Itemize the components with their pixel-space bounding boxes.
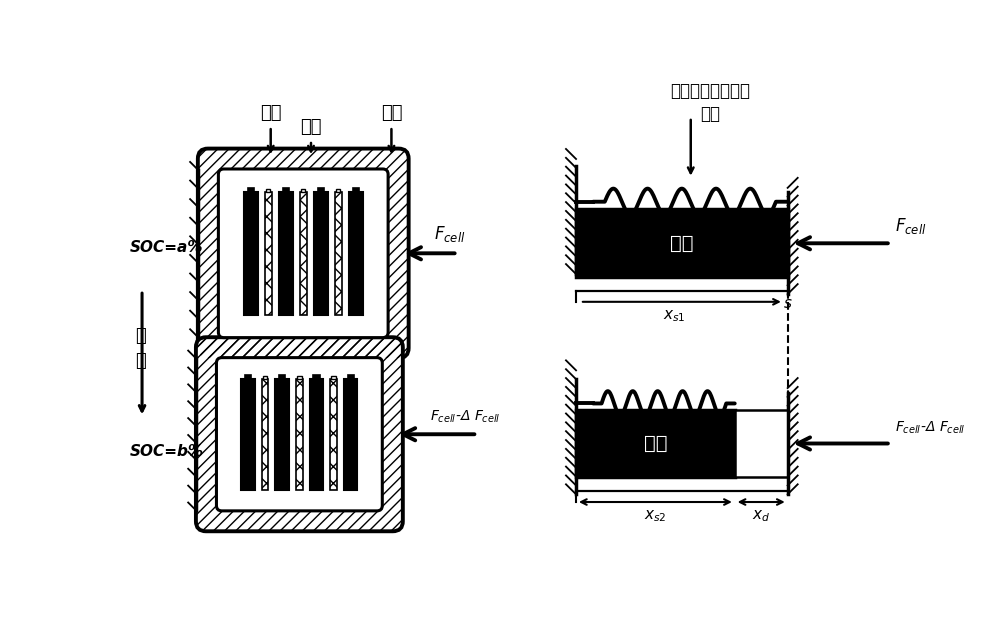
Bar <box>318 188 324 192</box>
Bar <box>241 378 255 490</box>
Text: $F_{cell}$: $F_{cell}$ <box>895 216 926 236</box>
Text: $F_{cell}$-Δ $F_{cell}$: $F_{cell}$-Δ $F_{cell}$ <box>895 419 965 436</box>
Bar <box>314 192 328 315</box>
Bar <box>266 189 270 192</box>
FancyBboxPatch shape <box>218 169 388 338</box>
Text: 电池: 电池 <box>260 104 281 123</box>
Bar <box>344 378 357 490</box>
Bar <box>313 375 320 378</box>
Text: $x_{s1}$: $x_{s1}$ <box>663 308 685 324</box>
Bar <box>262 378 268 490</box>
Text: SOC=a%: SOC=a% <box>130 239 203 255</box>
Text: $F_{cell}$-Δ $F_{cell}$: $F_{cell}$-Δ $F_{cell}$ <box>430 408 501 425</box>
Bar <box>330 378 337 490</box>
Text: $F_{cell}$: $F_{cell}$ <box>434 224 465 244</box>
Bar <box>279 375 285 378</box>
Text: 电池: 电池 <box>644 434 667 453</box>
Text: 壳体: 壳体 <box>381 104 402 123</box>
Text: 电: 电 <box>135 352 146 370</box>
Text: 弹簧: 弹簧 <box>700 105 720 123</box>
Text: $s$: $s$ <box>783 296 792 311</box>
Text: 隔板: 隔板 <box>300 118 322 137</box>
Bar <box>275 378 289 490</box>
Text: $x_{d}$: $x_{d}$ <box>752 508 770 524</box>
Text: 放: 放 <box>135 327 146 345</box>
Bar <box>576 210 788 277</box>
Bar <box>310 378 323 490</box>
Bar <box>336 189 340 192</box>
Text: SOC=b%: SOC=b% <box>130 444 204 458</box>
Bar <box>244 192 258 315</box>
Bar <box>576 410 735 478</box>
Bar <box>297 376 302 378</box>
Bar <box>283 188 289 192</box>
Bar <box>331 376 336 378</box>
FancyBboxPatch shape <box>196 337 403 531</box>
Bar <box>353 188 359 192</box>
Bar <box>349 192 363 315</box>
Bar <box>279 192 293 315</box>
Bar <box>301 189 305 192</box>
Text: 电池支撑装置等效: 电池支撑装置等效 <box>670 81 750 100</box>
Bar <box>248 188 254 192</box>
Bar <box>245 375 251 378</box>
Bar <box>263 376 267 378</box>
Bar <box>735 410 788 478</box>
Text: $x_{s2}$: $x_{s2}$ <box>644 508 667 524</box>
Text: 电池: 电池 <box>670 234 694 253</box>
Bar <box>296 378 303 490</box>
Bar <box>265 192 272 315</box>
Bar <box>348 375 354 378</box>
FancyBboxPatch shape <box>216 358 382 511</box>
Bar <box>300 192 307 315</box>
FancyBboxPatch shape <box>198 149 409 358</box>
Bar <box>335 192 342 315</box>
